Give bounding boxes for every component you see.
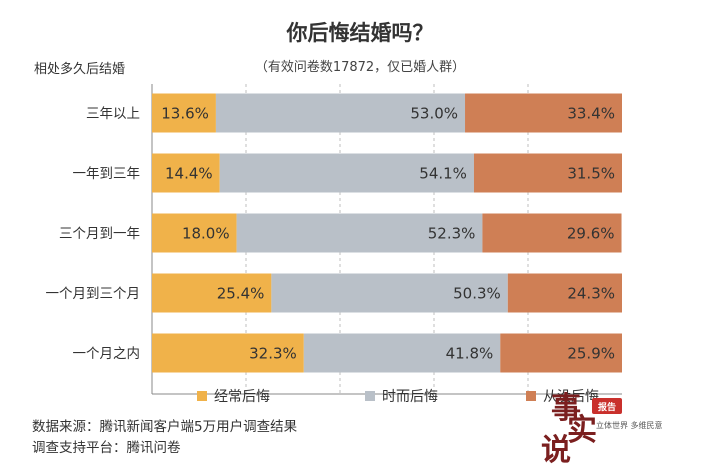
data-label: 29.6% [567, 225, 615, 243]
bar-segment [236, 213, 483, 253]
category-label: 一个月到三个月 [46, 286, 141, 302]
category-label: 一年到三年 [73, 166, 141, 182]
bar-segment [507, 273, 622, 313]
stamp-badge [592, 398, 622, 414]
stamp-tagline: 立体世界 多维民意 [596, 420, 663, 430]
bar-segment [152, 213, 237, 253]
bar-segment [303, 333, 501, 373]
legend-swatch [365, 391, 375, 401]
bar-segment [152, 273, 272, 313]
bar-segment [152, 93, 216, 133]
data-label: 31.5% [567, 165, 615, 183]
bar-segment [215, 93, 466, 133]
bar-segment [465, 93, 622, 133]
data-label: 14.4% [165, 165, 213, 183]
data-label: 24.3% [567, 285, 615, 303]
category-label: 三个月到一年 [59, 226, 140, 242]
legend-swatch [526, 391, 536, 401]
legend-label: 经常后悔 [214, 389, 270, 405]
bar-segment [152, 333, 304, 373]
category-label: 三年以上 [86, 106, 140, 122]
bar-segment [500, 333, 622, 373]
y-axis-label: 相处多久后结婚 [34, 61, 125, 77]
data-label: 25.4% [217, 285, 265, 303]
data-label: 50.3% [453, 285, 501, 303]
legend-label: 时而后悔 [382, 389, 438, 405]
data-label: 41.8% [446, 345, 494, 363]
footer-platform: 调查支持平台：腾讯问卷 [32, 439, 181, 456]
legend: 经常后悔 时而后悔 从没后悔 [197, 389, 599, 405]
bar-segment [152, 153, 220, 193]
chart-title: 你后悔结婚吗？ [286, 21, 434, 45]
legend-swatch [197, 391, 207, 401]
legend-label: 从没后悔 [543, 389, 599, 405]
stamp-glyph-3: 说 [541, 433, 571, 468]
stamp-badge-text: 报告 [598, 401, 616, 413]
category-label: 一个月之内 [73, 346, 141, 362]
data-label: 25.9% [567, 345, 615, 363]
data-label: 32.3% [249, 345, 297, 363]
data-label: 33.4% [567, 105, 615, 123]
brand-stamp: 事 实 说 报告 立体世界 多维民意 [541, 391, 663, 468]
data-label: 54.1% [419, 165, 467, 183]
bars: 13.6% 53.0% 33.4% 14.4% 54.1% 31.5% 18.0% 52.3%… [152, 93, 622, 373]
stamp-glyph-1: 事 [551, 391, 581, 426]
data-label: 18.0% [182, 225, 230, 243]
chart-subtitle: （有效问卷数17872，仅已婚人群） [255, 59, 465, 75]
bar-segment [473, 153, 622, 193]
data-label: 52.3% [428, 225, 476, 243]
footer-source: 数据来源：腾讯新闻客户端5万用户调查结果 [32, 418, 298, 435]
data-label: 53.0% [410, 105, 458, 123]
bar-segment [271, 273, 508, 313]
stamp-glyph-2: 实 [567, 413, 597, 448]
data-label: 13.6% [161, 105, 209, 123]
bar-segment [482, 213, 622, 253]
bar-segment [219, 153, 474, 193]
